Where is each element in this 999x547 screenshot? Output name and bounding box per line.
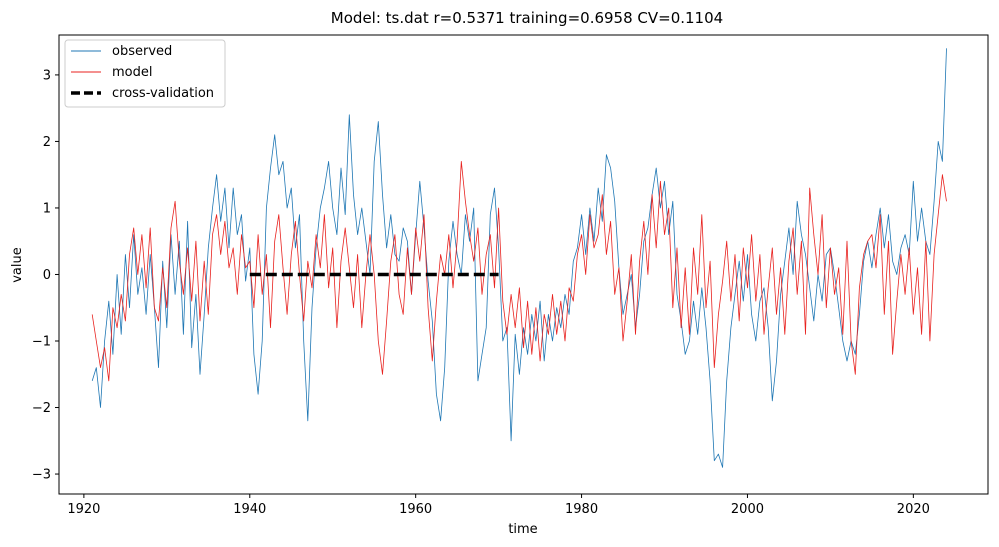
y-tick-label: −3 bbox=[32, 468, 51, 483]
y-tick-label: −2 bbox=[32, 401, 51, 416]
x-tick-label: 1940 bbox=[233, 502, 266, 517]
y-tick-label: 1 bbox=[43, 201, 51, 216]
x-tick-label: 1960 bbox=[399, 502, 432, 517]
x-axis-label: time bbox=[508, 522, 537, 537]
series-line-model bbox=[91, 160, 947, 382]
legend-label-observed: observed bbox=[112, 44, 172, 59]
legend-label-model: model bbox=[112, 65, 152, 80]
x-tick-label: 2000 bbox=[731, 502, 764, 517]
x-tick-label: 2020 bbox=[897, 502, 930, 517]
legend-frame bbox=[64, 39, 226, 108]
y-tick-label: −1 bbox=[32, 335, 51, 350]
chart-title: Model: ts.dat r=0.5371 training=0.6958 C… bbox=[331, 9, 723, 27]
plot-frame bbox=[58, 34, 989, 495]
legend-label-cross-validation: cross-validation bbox=[112, 86, 214, 101]
series-line-observed bbox=[91, 48, 947, 468]
y-tick-label: 2 bbox=[43, 135, 51, 150]
y-tick-label: 3 bbox=[43, 68, 51, 83]
y-tick-label: 0 bbox=[43, 268, 51, 283]
x-tick-label: 1980 bbox=[565, 502, 598, 517]
x-axis-ticks: 1920 1940 1960 1980 2000 2020 bbox=[67, 494, 930, 517]
x-tick-label: 1920 bbox=[67, 502, 100, 517]
series-layer bbox=[91, 48, 947, 468]
legend: observed model cross-validation bbox=[64, 39, 226, 108]
y-axis-ticks: −3 −2 −1 0 1 2 3 bbox=[32, 68, 59, 483]
y-axis-label: value bbox=[10, 247, 25, 283]
